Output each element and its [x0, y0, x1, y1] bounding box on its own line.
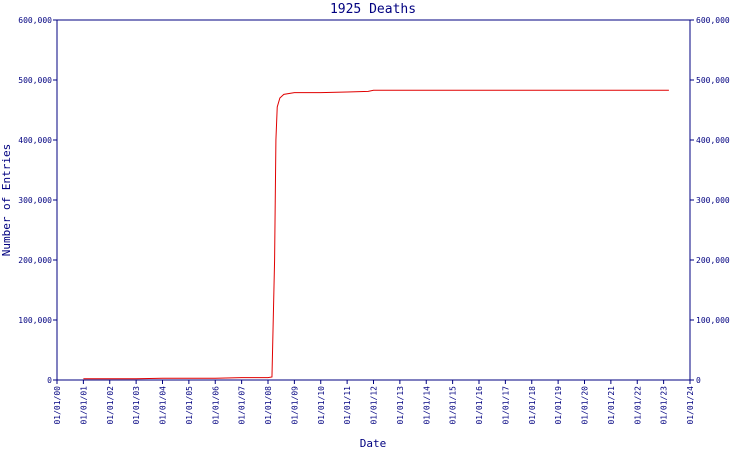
x-tick-label: 01/01/13 — [396, 386, 405, 425]
x-tick-label: 01/01/11 — [343, 386, 352, 425]
y2-tick-label: 200,000 — [696, 256, 730, 265]
x-tick-label: 01/01/07 — [238, 386, 247, 425]
data-line — [83, 89, 669, 380]
y2-tick-label: 500,000 — [696, 76, 730, 85]
y-tick-label: 500,000 — [18, 76, 52, 85]
x-tick-label: 01/01/00 — [53, 386, 62, 425]
x-tick-label: 01/01/05 — [185, 386, 194, 425]
y2-tick-label: 0 — [696, 376, 701, 385]
x-tick-label: 01/01/23 — [660, 386, 669, 425]
x-axis-label: Date — [360, 437, 387, 450]
x-tick-label: 01/01/14 — [422, 386, 431, 425]
x-tick-label: 01/01/10 — [317, 386, 326, 425]
x-tick-label: 01/01/19 — [554, 386, 563, 425]
y-tick-label: 300,000 — [18, 196, 52, 205]
y-tick-label: 0 — [47, 376, 52, 385]
x-tick-label: 01/01/04 — [159, 386, 168, 425]
y2-tick-label: 400,000 — [696, 136, 730, 145]
x-tick-label: 01/01/18 — [528, 386, 537, 425]
y-tick-label: 400,000 — [18, 136, 52, 145]
x-tick-label: 01/01/02 — [106, 386, 115, 425]
x-tick-label: 01/01/22 — [633, 386, 642, 425]
y-axis-label: Number of Entries — [0, 144, 13, 257]
y-tick-label: 200,000 — [18, 256, 52, 265]
x-tick-label: 01/01/16 — [475, 386, 484, 425]
y-tick-label: 600,000 — [18, 16, 52, 25]
x-tick-label: 01/01/24 — [686, 386, 695, 425]
chart-title: 1925 Deaths — [330, 2, 416, 17]
x-tick-label: 01/01/09 — [290, 386, 299, 425]
x-tick-label: 01/01/08 — [264, 386, 273, 425]
y-tick-label: 100,000 — [18, 316, 52, 325]
y2-tick-label: 100,000 — [696, 316, 730, 325]
y2-tick-label: 300,000 — [696, 196, 730, 205]
x-tick-label: 01/01/15 — [449, 386, 458, 425]
x-tick-label: 01/01/12 — [370, 386, 379, 425]
x-tick-label: 01/01/17 — [501, 386, 510, 425]
x-tick-label: 01/01/06 — [211, 386, 220, 425]
x-tick-label: 01/01/01 — [79, 386, 88, 425]
x-tick-label: 01/01/03 — [132, 386, 141, 425]
y2-tick-label: 600,000 — [696, 16, 730, 25]
x-tick-label: 01/01/21 — [607, 386, 616, 425]
x-tick-label: 01/01/20 — [581, 386, 590, 425]
